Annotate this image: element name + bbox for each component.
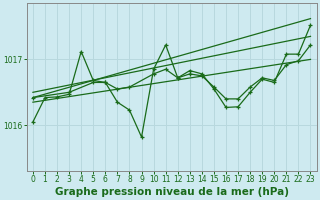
X-axis label: Graphe pression niveau de la mer (hPa): Graphe pression niveau de la mer (hPa) <box>55 187 289 197</box>
